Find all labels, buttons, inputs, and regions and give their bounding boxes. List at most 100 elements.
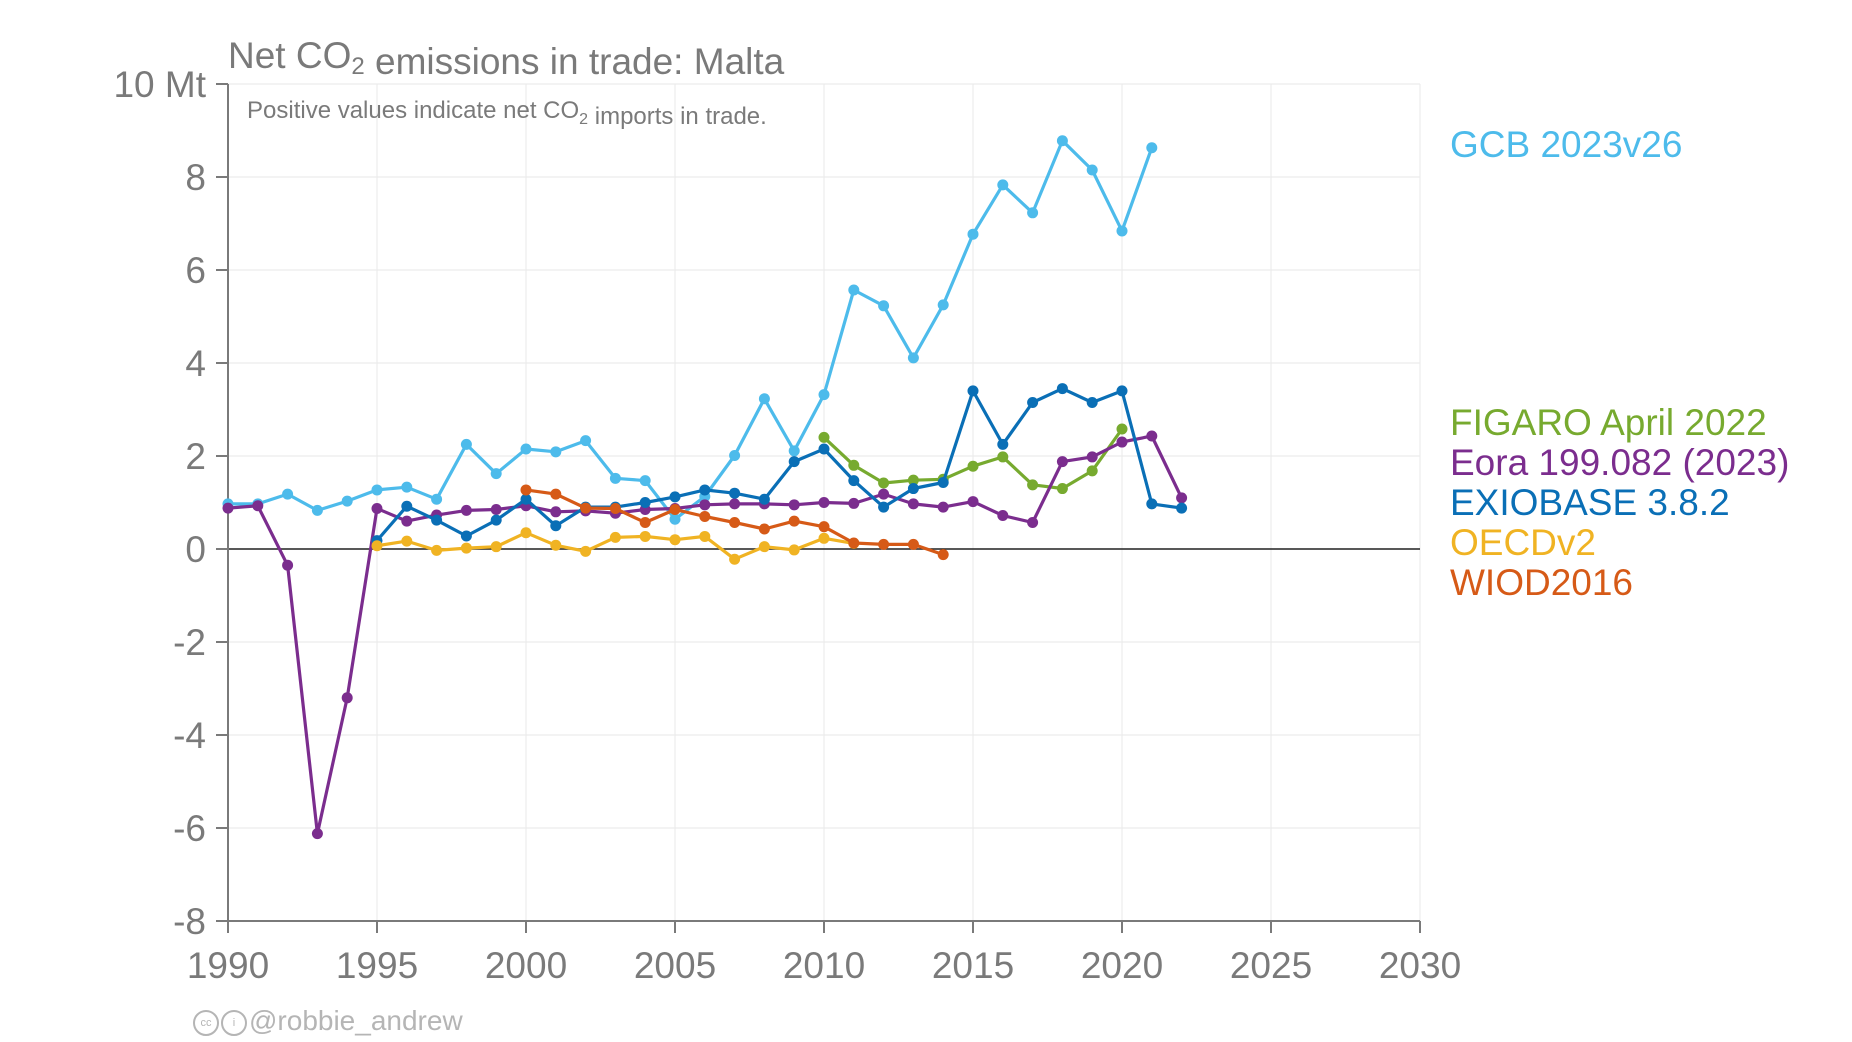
data-point (937, 299, 949, 311)
data-point (1146, 430, 1158, 442)
x-tick-label: 2020 (1081, 945, 1163, 986)
data-point (669, 503, 681, 515)
legend-label: WIOD2016 (1450, 562, 1633, 603)
series-gcb-2023v26 (222, 135, 1158, 525)
data-point (401, 535, 413, 547)
data-point (788, 515, 800, 527)
data-point (550, 488, 562, 500)
data-point (848, 475, 860, 487)
data-point (431, 544, 443, 556)
data-point (1086, 465, 1098, 477)
data-point (967, 460, 979, 472)
data-point (788, 499, 800, 511)
data-point (1116, 423, 1128, 435)
data-point (490, 541, 502, 553)
series-layer (222, 135, 1188, 840)
y-tick-label: 0 (185, 529, 206, 570)
data-point (907, 483, 919, 495)
data-point (1176, 502, 1188, 514)
y-tick-label: -2 (173, 622, 206, 663)
series-line-gcb-2023v26 (228, 139, 1154, 521)
data-point (311, 504, 323, 516)
data-point (937, 501, 949, 513)
data-point (669, 534, 681, 546)
data-point (729, 450, 741, 462)
data-point (460, 542, 472, 554)
data-point (997, 451, 1009, 463)
data-point (460, 438, 472, 450)
y-tick-label: 4 (185, 343, 206, 384)
data-point (937, 477, 949, 489)
data-point (1027, 516, 1039, 528)
data-point (758, 393, 770, 405)
legend-label: Eora 199.082 (2023) (1450, 442, 1789, 483)
data-point (758, 523, 770, 535)
data-point (967, 496, 979, 508)
data-point (1056, 456, 1068, 468)
data-point (818, 497, 830, 508)
data-point (609, 531, 621, 543)
data-point (282, 488, 294, 500)
data-point (490, 468, 502, 480)
data-point (550, 446, 562, 458)
data-point (371, 484, 383, 496)
data-point (848, 284, 860, 296)
data-point (550, 539, 562, 551)
legend-label: FIGARO April 2022 (1450, 402, 1767, 443)
y-tick-label: -4 (173, 715, 206, 756)
data-point (639, 497, 651, 508)
y-tick-label: 10 Mt (113, 64, 206, 105)
data-point (520, 527, 532, 539)
data-point (341, 495, 353, 507)
data-point (401, 481, 413, 493)
data-point (907, 498, 919, 510)
series-oecdv2 (371, 527, 860, 565)
data-point (729, 498, 741, 510)
data-point (1086, 451, 1098, 463)
x-tick-label: 2015 (932, 945, 1014, 986)
data-point (878, 300, 890, 312)
data-point (371, 540, 383, 552)
data-point (699, 530, 711, 542)
y-tick-label: -6 (173, 808, 206, 849)
y-tick-label: -8 (173, 901, 206, 942)
data-point (460, 530, 472, 542)
y-tick-label: 8 (185, 157, 206, 198)
by-icon: i (221, 1009, 247, 1036)
cc-icon: cc (193, 1009, 219, 1036)
data-point (1086, 397, 1098, 409)
data-point (1146, 142, 1158, 154)
series-line-exiobase-3-8-2 (375, 387, 1182, 542)
data-point (788, 445, 800, 457)
data-point (520, 443, 532, 455)
x-tick-label: 2010 (783, 945, 865, 986)
data-point (699, 499, 711, 511)
data-point (550, 506, 562, 518)
data-point (520, 493, 532, 505)
data-point (1056, 135, 1068, 147)
data-point (1146, 498, 1158, 510)
data-point (997, 438, 1009, 450)
credit: cc i @robbie_andrew (193, 1005, 463, 1037)
data-point (878, 538, 890, 550)
data-point (490, 503, 502, 515)
x-tick-label: 2005 (634, 945, 716, 986)
x-tick-label: 1995 (336, 945, 418, 986)
data-point (639, 475, 651, 487)
data-point (758, 493, 770, 505)
data-point (371, 503, 383, 515)
data-point (639, 516, 651, 528)
data-point (431, 493, 443, 505)
data-point (997, 179, 1009, 191)
data-point (729, 516, 741, 528)
data-point (222, 502, 234, 514)
data-point (907, 538, 919, 550)
data-point (669, 491, 681, 503)
data-point (609, 503, 621, 515)
data-point (311, 828, 323, 840)
data-point (848, 459, 860, 471)
legend-label: GCB 2023v26 (1450, 124, 1682, 165)
